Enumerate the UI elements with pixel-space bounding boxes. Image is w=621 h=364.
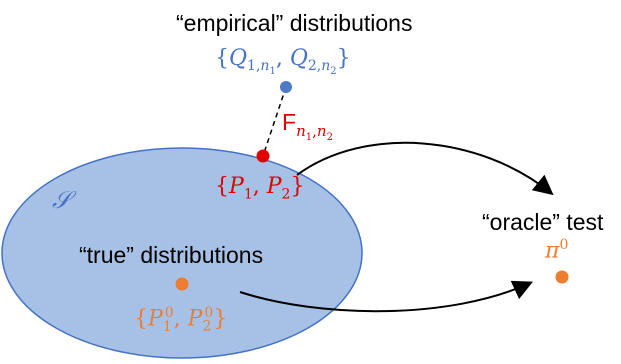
population-set-label: {P1, P2} (215, 174, 305, 203)
oracle-title: “oracle” test (482, 209, 604, 235)
empirical-set-label: {Q1,n1, Q2,n2} (215, 46, 351, 78)
population-set-ellipse (1, 147, 363, 359)
oracle-dot (555, 270, 569, 284)
distance-label: Fn1,n2 (282, 109, 333, 143)
true-dist-title: “true” distributions (79, 242, 264, 268)
set-s-label: 𝒮 (52, 186, 71, 214)
arrow-to-oracle-upper (296, 141, 554, 196)
true-dot (175, 277, 189, 291)
empirical-dot (280, 81, 292, 93)
empirical-title: “empirical” distributions (176, 10, 413, 36)
population-dot (256, 149, 270, 163)
oracle-symbol: π0 (545, 237, 569, 264)
true-set-label: {P10, P20} (134, 305, 228, 335)
arrow-to-oracle-lower (239, 280, 534, 313)
distance-dashed-line (262, 86, 287, 157)
